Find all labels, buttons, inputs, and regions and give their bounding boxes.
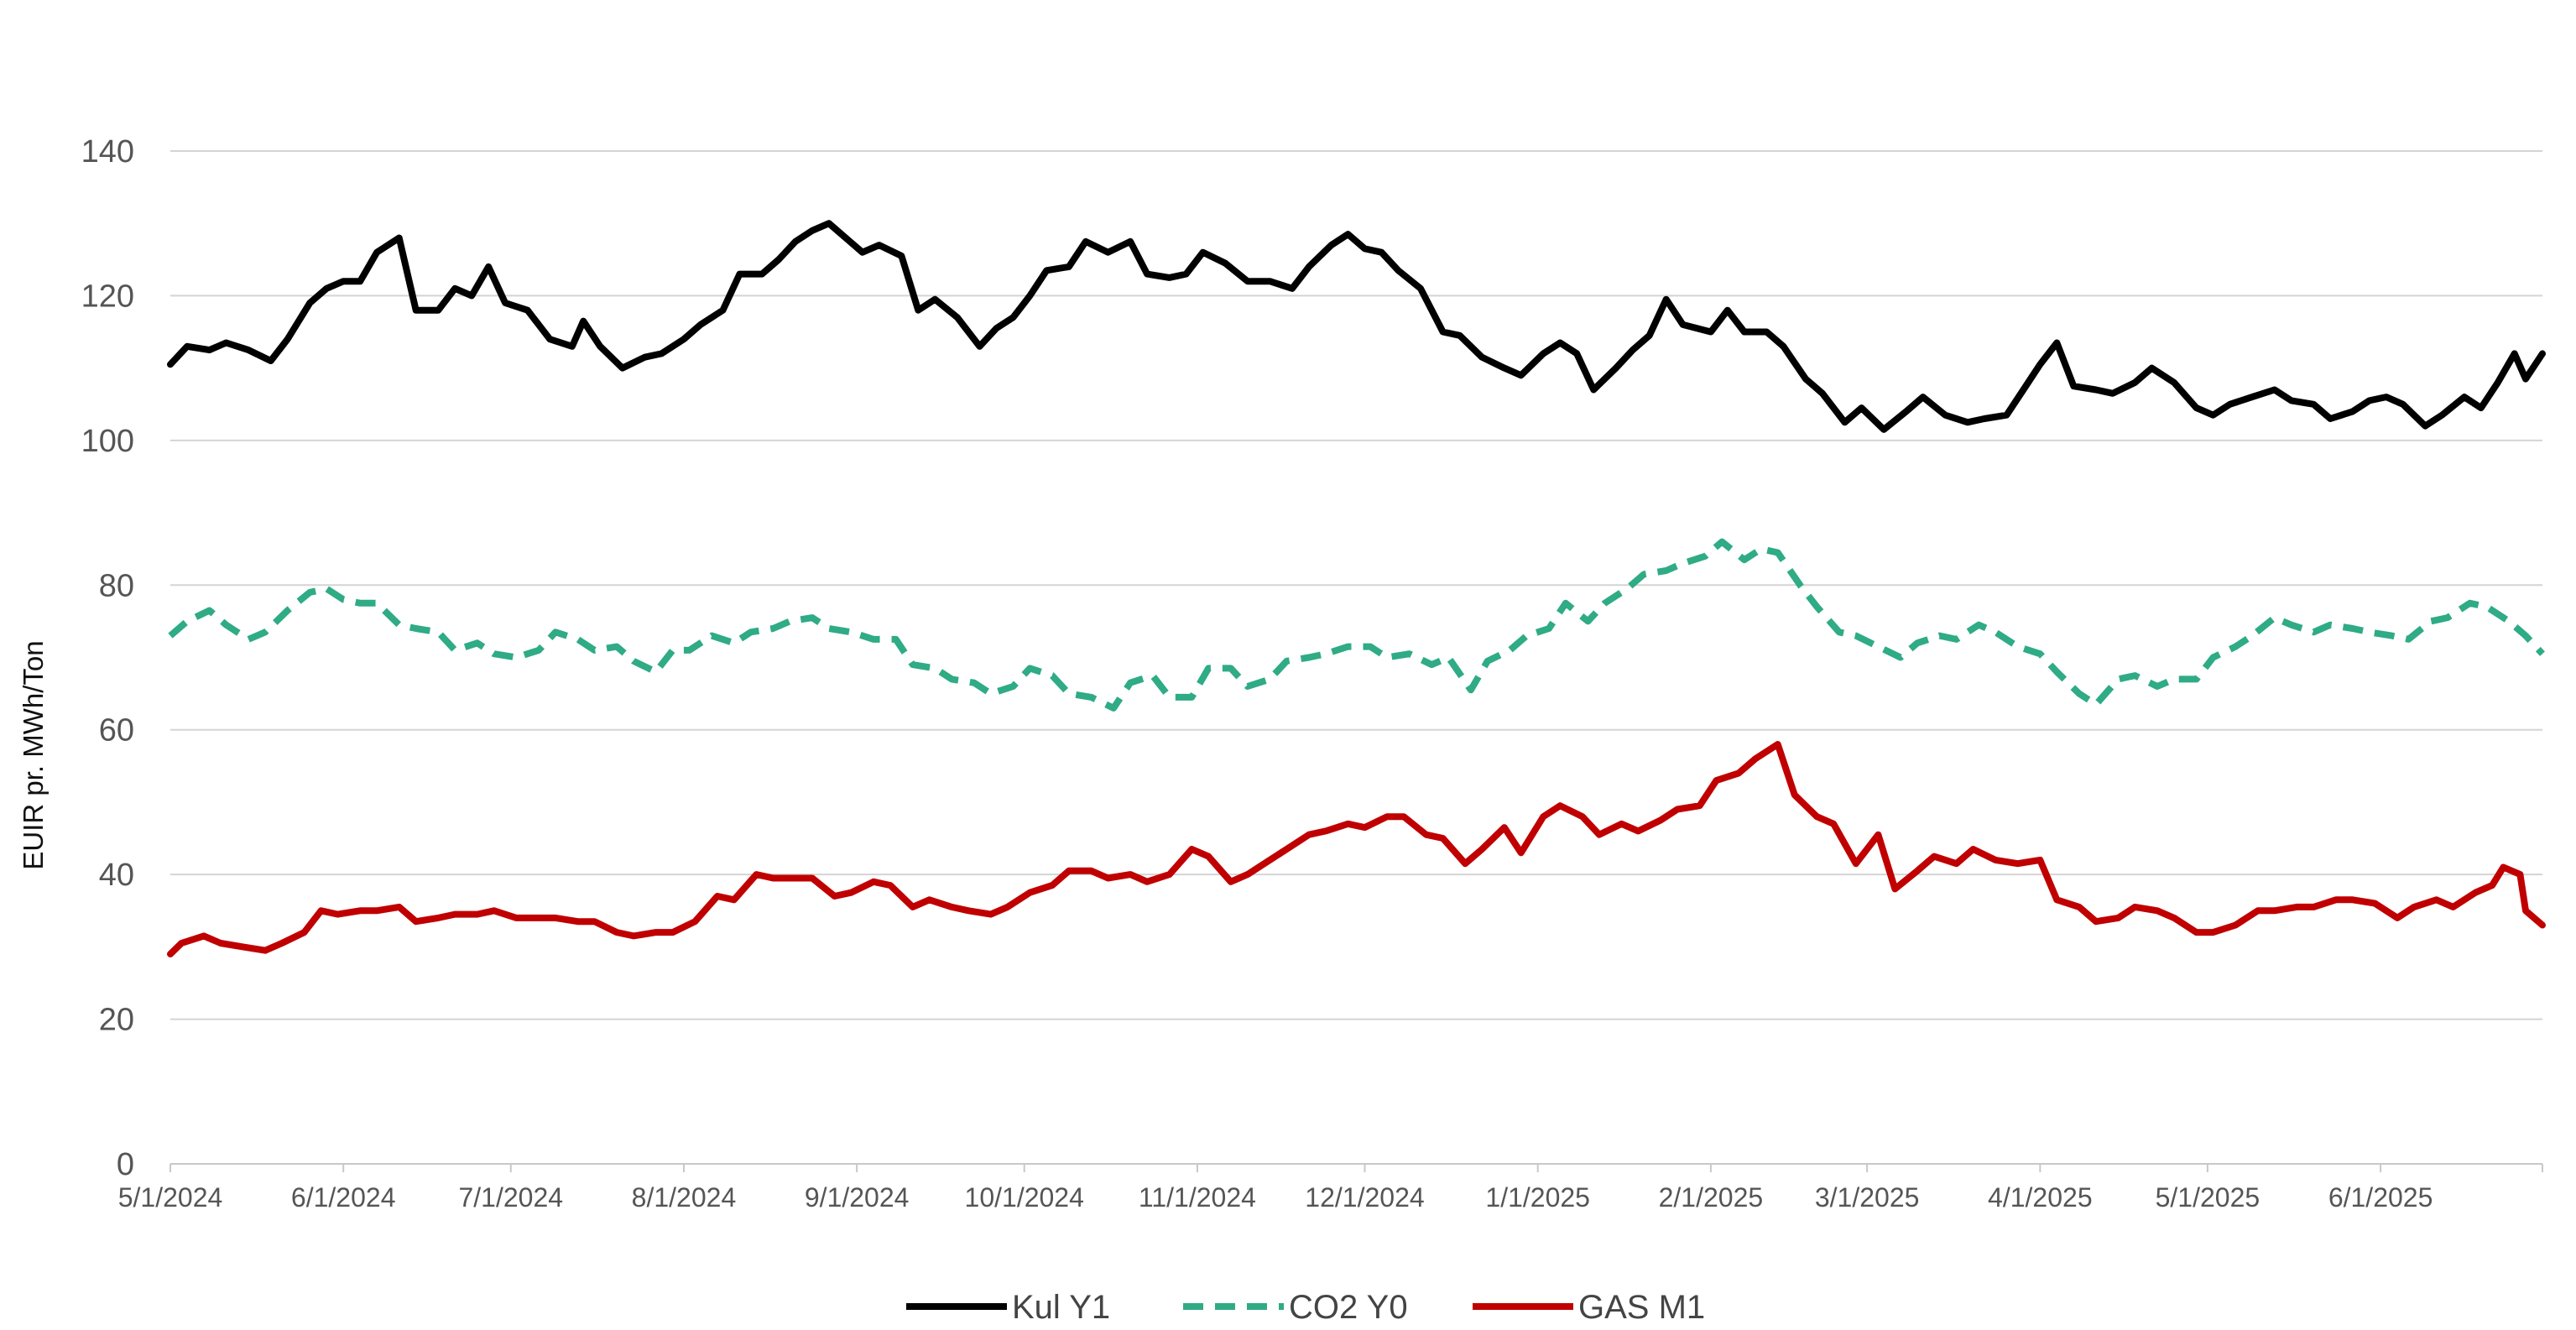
x-axis xyxy=(169,1163,2543,1172)
x-tick-label: 3/1/2025 xyxy=(1815,1182,1920,1213)
y-axis-title: EUIR pr. MWh/Ton xyxy=(18,640,49,869)
y-axis-tick-labels: 0 20 40 60 80 100 120 140 xyxy=(81,134,134,1182)
x-tick-label: 6/1/2025 xyxy=(2328,1182,2433,1213)
series-line-kul-y1 xyxy=(167,220,2546,433)
y-tick-label: 40 xyxy=(99,858,134,893)
legend: Kul Y1 CO2 Y0 GAS M1 xyxy=(906,1289,1705,1326)
legend-label: CO2 Y0 xyxy=(1289,1289,1408,1326)
x-tick-label: 10/1/2024 xyxy=(965,1182,1084,1213)
x-tick-label: 5/1/2025 xyxy=(2156,1182,2261,1213)
x-tick-label: 4/1/2025 xyxy=(1988,1182,2093,1213)
x-tick-label: 11/1/2024 xyxy=(1139,1182,1256,1213)
y-tick-label: 140 xyxy=(81,134,134,170)
legend-label: Kul Y1 xyxy=(1012,1289,1110,1326)
x-tick-label: 12/1/2024 xyxy=(1305,1182,1424,1213)
x-tick-label: 1/1/2025 xyxy=(1485,1182,1590,1213)
y-tick-label: 0 xyxy=(117,1147,134,1182)
series-lines xyxy=(167,220,2546,957)
x-tick-label: 8/1/2024 xyxy=(632,1182,737,1213)
x-axis-tick-labels: 5/1/2024 6/1/2024 7/1/2024 8/1/2024 9/1/2024… xyxy=(118,1182,2433,1213)
y-tick-label: 80 xyxy=(99,568,134,603)
series-line-gas-m1 xyxy=(167,741,2546,957)
x-tick-label: 7/1/2024 xyxy=(458,1182,563,1213)
y-tick-label: 20 xyxy=(99,1003,134,1038)
x-tick-label: 2/1/2025 xyxy=(1659,1182,1764,1213)
x-tick-label: 6/1/2024 xyxy=(291,1182,396,1213)
legend-label: GAS M1 xyxy=(1578,1289,1705,1326)
x-tick-label: 9/1/2024 xyxy=(805,1182,910,1213)
y-tick-label: 120 xyxy=(81,279,134,314)
series-line-co2-y0 xyxy=(168,538,2545,712)
x-tick-label: 5/1/2024 xyxy=(118,1182,223,1213)
y-tick-label: 60 xyxy=(99,713,134,748)
gridlines xyxy=(170,150,2542,1020)
y-tick-label: 100 xyxy=(81,424,134,459)
